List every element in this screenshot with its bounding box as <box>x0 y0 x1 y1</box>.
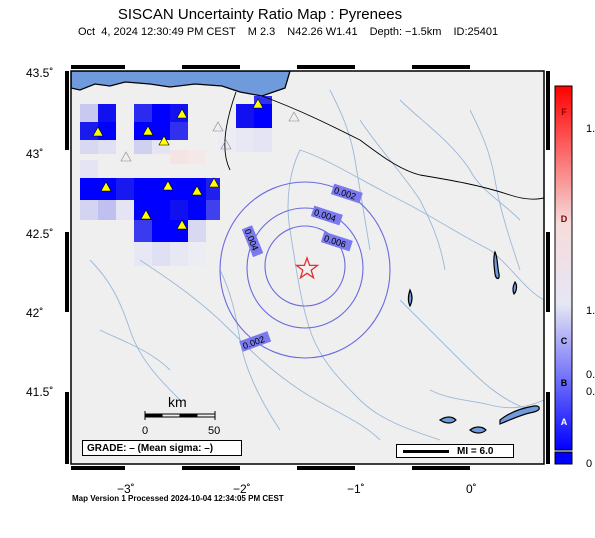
triangle-icon <box>120 151 132 162</box>
triangle-icon <box>158 135 170 146</box>
reservoirs <box>407 250 540 434</box>
contour-outer <box>219 181 391 359</box>
uncertainty-grid <box>80 96 272 266</box>
triangle-icon <box>142 125 154 136</box>
processing-footer: Map Version 1 Processed 2024-10-04 12:34… <box>72 494 284 503</box>
triangle-icon <box>176 219 188 230</box>
map-frame <box>70 70 545 465</box>
event-id: ID:25401 <box>453 26 499 38</box>
colorbar-min-swatch <box>554 451 573 465</box>
lat-label: 42.5˚ <box>26 227 54 241</box>
colorbar-tick: 0.9 <box>586 386 595 398</box>
scale-bar <box>144 411 216 420</box>
event-location: N42.26 W1.41 <box>287 26 358 38</box>
triangle-icon <box>140 209 152 220</box>
triangle-icon <box>288 111 300 122</box>
triangle-icon <box>176 108 188 119</box>
colorbar-letter: D <box>560 214 568 224</box>
mi-label: MI = 6.0 <box>457 446 494 457</box>
lat-label: 42˚ <box>26 306 44 320</box>
colorbar-letter: B <box>560 378 568 388</box>
lon-label: −2˚ <box>233 482 251 496</box>
colorbar-tick: 1.2 <box>586 123 595 135</box>
event-magnitude: M 2.3 <box>247 26 276 38</box>
uncertainty-contours <box>219 181 391 359</box>
triangle-icon <box>92 126 104 137</box>
colorbar-letter: A <box>560 417 568 427</box>
scale-start: 0 <box>142 425 149 437</box>
triangle-icon <box>162 180 174 191</box>
triangle-icon <box>212 121 224 132</box>
lat-label: 43.5˚ <box>26 66 54 80</box>
event-depth: Depth: −1.5km <box>369 26 442 38</box>
triangle-icon <box>208 177 220 188</box>
lon-label: −3˚ <box>117 482 135 496</box>
mi-line-sample <box>403 450 449 453</box>
triangle-icon <box>220 139 232 150</box>
colorbar-tick: 0.9 <box>586 369 595 381</box>
colorbar-tick: 1.0 <box>586 305 595 317</box>
colorbar-letter: F <box>561 107 567 117</box>
triangle-icon <box>191 185 203 196</box>
triangle-icon <box>100 181 112 192</box>
colorbar <box>554 85 573 451</box>
contour-middle <box>246 207 364 329</box>
grade-box: GRADE: – (Mean sigma: –) <box>82 440 242 456</box>
lon-label: 0˚ <box>466 482 477 496</box>
event-datetime: Oct 4, 2024 12:30:49 PM CEST <box>78 26 236 38</box>
contour-inner <box>264 225 346 307</box>
borders <box>224 91 544 200</box>
mi-legend: MI = 6.0 <box>396 444 514 458</box>
sea-area <box>71 71 291 97</box>
triangle-icon <box>252 98 264 109</box>
frame-ticks <box>65 65 550 470</box>
map-subtitle: Oct 4, 2024 12:30:49 PM CEST M 2.3 N42.26 … <box>78 26 510 38</box>
star-icon <box>294 256 320 280</box>
lon-label: −1˚ <box>347 482 365 496</box>
lat-label: 43˚ <box>26 147 44 161</box>
scale-end: 50 <box>208 425 221 437</box>
map-title: SISCAN Uncertainty Ratio Map : Pyrenees <box>117 6 403 23</box>
colorbar-letter: C <box>560 336 568 346</box>
rivers <box>89 89 544 441</box>
stations <box>92 98 300 230</box>
scale-unit: km <box>168 394 187 410</box>
lat-label: 41.5˚ <box>26 385 54 399</box>
colorbar-tick: 0 <box>586 458 593 470</box>
